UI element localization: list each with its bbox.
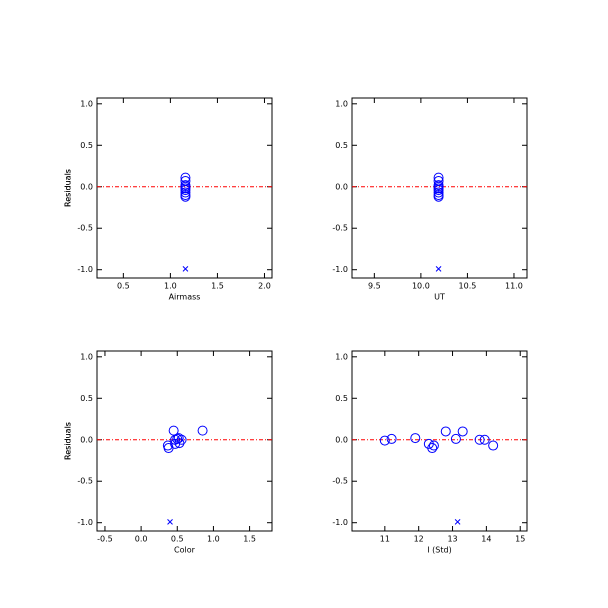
y-tick-label: 0.0 xyxy=(80,435,93,444)
y-tick-label: 1.0 xyxy=(335,99,348,108)
y-axis-label: Residuals xyxy=(64,169,73,207)
plot-frame xyxy=(351,97,528,279)
x-axis-label: UT xyxy=(434,293,445,302)
circle-marker xyxy=(180,185,191,196)
circle-marker xyxy=(479,434,490,445)
x-tick-label: -0.5 xyxy=(97,535,113,544)
x-tick-label: 1.5 xyxy=(211,282,224,291)
x-tick-label: 0.0 xyxy=(135,535,148,544)
x-tick-label: 11 xyxy=(380,535,390,544)
y-tick-label: 0.0 xyxy=(80,182,93,191)
x-axis-label: Color xyxy=(174,546,196,555)
y-tick-label: -1.0 xyxy=(77,518,93,527)
x-tick-label: 2.0 xyxy=(258,282,271,291)
y-axis-label: Residuals xyxy=(64,422,73,460)
cross-marker xyxy=(435,266,442,272)
circle-marker xyxy=(433,191,444,202)
cross-marker xyxy=(167,519,173,525)
x-tick-label: 15 xyxy=(515,535,525,544)
circle-marker xyxy=(170,438,181,449)
y-tick-label: 1.0 xyxy=(80,352,93,361)
circle-marker xyxy=(450,433,461,444)
circle-marker xyxy=(488,440,499,451)
y-tick-label: 1.0 xyxy=(80,99,93,108)
circle-marker xyxy=(440,426,451,437)
x-tick-label: 0.5 xyxy=(171,535,184,544)
x-tick-label: 1.5 xyxy=(243,535,256,544)
x-axis-label: Airmass xyxy=(169,293,201,302)
y-tick-label: -1.0 xyxy=(77,265,93,274)
x-tick-label: 0.5 xyxy=(117,282,130,291)
circle-marker xyxy=(433,187,444,198)
y-tick-label: -1.0 xyxy=(332,518,348,527)
x-tick-label: 9.5 xyxy=(368,282,381,291)
x-tick-label: 10.5 xyxy=(459,282,477,291)
y-tick-label: 0.5 xyxy=(335,394,348,403)
y-axis-label: Residuals xyxy=(64,422,73,460)
circle-marker xyxy=(386,433,397,444)
y-tick-label: 1.0 xyxy=(335,352,348,361)
x-tick-label: 14 xyxy=(481,535,491,544)
x-tick-label: 1.0 xyxy=(164,282,177,291)
cross-marker xyxy=(182,266,189,272)
plot-frame xyxy=(351,350,528,532)
circle-marker xyxy=(428,440,439,451)
circle-marker xyxy=(457,426,468,437)
circle-marker xyxy=(174,438,185,449)
circle-marker xyxy=(379,435,390,446)
y-axis-label: Residuals xyxy=(64,169,73,207)
x-tick-label: 12 xyxy=(414,535,424,544)
y-tick-label: 0.0 xyxy=(335,435,348,444)
circle-marker xyxy=(427,443,438,454)
y-tick-label: 0.5 xyxy=(335,141,348,150)
circle-marker xyxy=(197,425,208,436)
plot-frame xyxy=(96,97,273,279)
y-tick-label: 0.5 xyxy=(80,394,93,403)
circle-marker xyxy=(410,433,421,444)
y-tick-label: -0.5 xyxy=(77,224,93,233)
y-tick-label: -0.5 xyxy=(77,477,93,486)
circle-marker xyxy=(433,185,444,196)
y-tick-label: 0.0 xyxy=(335,182,348,191)
x-axis-label: I (Std) xyxy=(427,546,451,555)
x-tick-label: 10.0 xyxy=(412,282,430,291)
y-tick-label: -1.0 xyxy=(332,265,348,274)
y-tick-label: -0.5 xyxy=(332,477,348,486)
circle-marker xyxy=(180,191,191,202)
circle-marker xyxy=(173,433,184,444)
x-tick-label: 11.0 xyxy=(505,282,523,291)
x-tick-label: 13 xyxy=(447,535,457,544)
circle-marker xyxy=(180,187,191,198)
x-tick-label: 1.0 xyxy=(207,535,220,544)
y-tick-label: -0.5 xyxy=(332,224,348,233)
plot-frame xyxy=(96,350,273,532)
circle-marker xyxy=(474,434,485,445)
cross-marker xyxy=(454,519,461,525)
y-tick-label: 0.5 xyxy=(80,141,93,150)
